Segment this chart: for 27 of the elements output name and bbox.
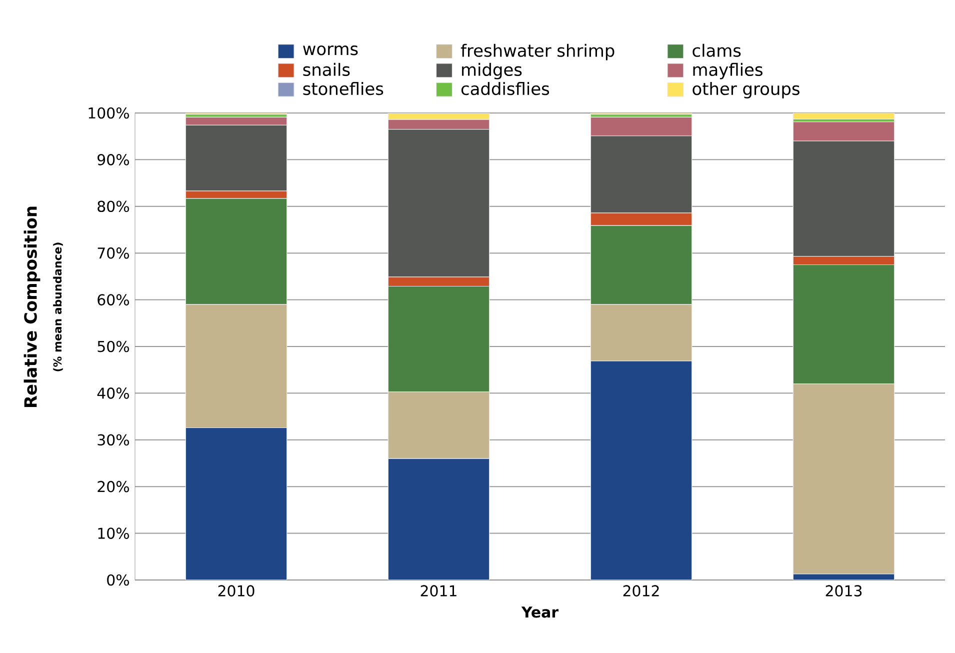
legend-label: mayflies [693,62,762,80]
y-tick-label: 60% [98,294,129,306]
x-tick-label: 2011 [420,585,456,596]
x-tick-label: 2010 [218,585,254,596]
y-axis-title: Relative Composition [24,206,40,407]
y-tick-label: 70% [98,247,129,259]
y-tick-label: 30% [98,434,129,446]
x-axis-title: Year [521,606,558,618]
legend-label: clams [692,44,741,57]
text: (% mean abundance) [53,242,63,372]
y-tick-label: 0% [107,574,129,586]
legend-label: midges [462,62,522,80]
y-tick-label: 100% [88,107,129,119]
y-tick-label: 10% [98,528,129,539]
x-tick-label: 2012 [623,585,659,596]
y-tick-label: 90% [98,154,129,166]
legend-label: caddisflies [461,82,550,96]
y-tick-label: 20% [98,480,129,492]
legend-label: stoneflies [303,82,384,96]
x-tick-label: 2013 [826,585,862,596]
y-tick-label: 40% [97,388,129,399]
legend-label: worms [303,46,358,56]
y-tick-label: 80% [98,200,129,212]
legend-label: other groups [692,82,800,98]
y-tick-label: 50% [98,340,129,352]
legend-label: freshwater shrimp [460,44,614,60]
legend-label: snails [303,62,350,76]
